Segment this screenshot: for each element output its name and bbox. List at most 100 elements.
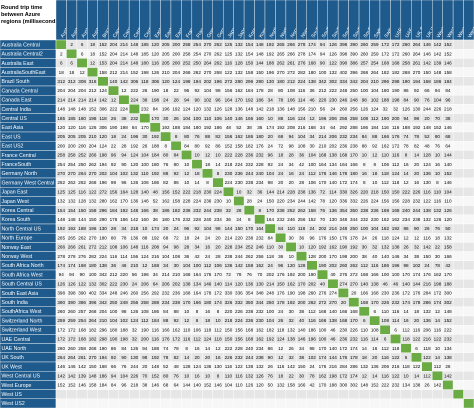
diagonal-cell [358,306,370,317]
cell-value: 40 [330,272,336,277]
cell-value: 112 [382,346,390,351]
cell-value: 240 [204,217,212,222]
cell-value: 262 [214,51,222,56]
matrix-cell [296,398,308,408]
cell-value: 8 [175,134,178,139]
matrix-cell [254,389,266,400]
cell-value: 182 [392,70,400,75]
cell-value: 258 [57,153,65,158]
cell-value: 158 [444,70,452,75]
diagonal-cell [421,361,433,372]
cell-value: 261 [287,61,295,66]
cell-value: 102 [371,97,379,102]
cell-value: 64 [330,125,336,130]
cell-value: 162 [110,199,118,204]
cell-value: 40 [320,281,326,286]
cell-value: 12 [184,318,190,323]
cell-value: 56 [132,272,138,277]
cell-value: 36 [299,153,305,158]
cell-value: 66 [111,364,117,369]
cell-value: 116 [413,327,421,332]
cell-value: 144 [266,189,274,194]
cell-value: 126 [256,373,264,378]
cell-value: 176 [413,291,421,296]
cell-value: 132 [277,383,285,388]
cell-value: 70 [435,116,441,121]
cell-value: 36 [278,254,284,259]
cell-value: 272 [287,70,295,75]
cell-value: 232 [256,235,264,240]
cell-value: 10 [215,318,221,323]
cell-value: 256 [141,291,149,296]
diagonal-cell [149,122,161,133]
cell-value: 96 [184,226,190,231]
cell-value: 398 [340,42,348,47]
row-header-label: Switzerland North [2,318,43,324]
cell-value: 148 [131,245,139,250]
cell-value: 212 [99,245,107,250]
cell-value: 178 [256,88,264,93]
cell-value: 64 [153,281,159,286]
cell-value: 308 [78,79,86,84]
cell-value: 76 [174,373,180,378]
title-line: regions (milliseconds) [1,19,61,25]
cell-value: 202 [329,143,337,148]
cell-value: 176 [340,355,348,360]
cell-value: 82 [215,134,221,139]
cell-value: 36 [111,263,117,268]
cell-value: 186 [120,217,128,222]
cell-value: 24 [330,107,336,112]
cell-value: 202 [266,272,274,277]
cell-value: 265 [68,235,76,240]
cell-value: 128 [183,364,191,369]
cell-value: 354 [340,208,348,213]
cell-value: 124 [99,88,107,93]
cell-value: 272 [319,300,327,305]
cell-value: 150 [392,189,400,194]
cell-value: 200 [141,337,149,342]
cell-value: 110 [444,199,452,204]
matrix-cell [55,398,67,408]
cell-value: 230 [371,217,379,222]
cell-value: 146 [204,281,212,286]
cell-value: 94 [320,51,326,56]
cell-value: 248 [266,291,274,296]
cell-value: 182 [89,337,97,342]
cell-value: 38 [299,355,305,360]
cell-value: 100 [308,162,316,167]
cell-value: 204 [360,79,368,84]
cell-value: 26 [278,318,284,323]
cell-value: 214 [120,42,128,47]
cell-value: 128 [308,254,316,259]
cell-value: 210 [319,143,327,148]
cell-value: 250 [193,61,201,66]
cell-value: 170 [350,318,358,323]
cell-value: 94 [69,272,75,277]
cell-value: 214 [162,272,170,277]
cell-value: 296 [245,79,253,84]
cell-value: 212 [319,88,327,93]
cell-value: 396 [350,70,358,75]
cell-value: 166 [298,383,306,388]
cell-value: 100 [319,70,327,75]
diagonal-cell [66,49,78,59]
matrix-cell [463,334,474,344]
cell-value: 118 [204,327,212,332]
cell-value: 170 [402,272,410,277]
cell-value: 46 [309,97,315,102]
cell-value: 262 [298,208,306,213]
cell-value: 252 [78,153,86,158]
cell-value: 206 [423,327,431,332]
cell-value: 116 [434,199,442,204]
cell-value: 306 [99,107,107,112]
cell-value: 118 [402,337,410,342]
cell-value: 140 [225,116,233,121]
cell-value: 258 [141,300,149,305]
cell-value: 156 [162,189,170,194]
cell-value: 118 [392,346,400,351]
cell-value: 46 [393,281,399,286]
row-header-label: East Asia [2,125,24,131]
cell-value: 158 [99,70,107,75]
cell-value: 132 [204,107,212,112]
cell-value: 260 [57,309,65,314]
